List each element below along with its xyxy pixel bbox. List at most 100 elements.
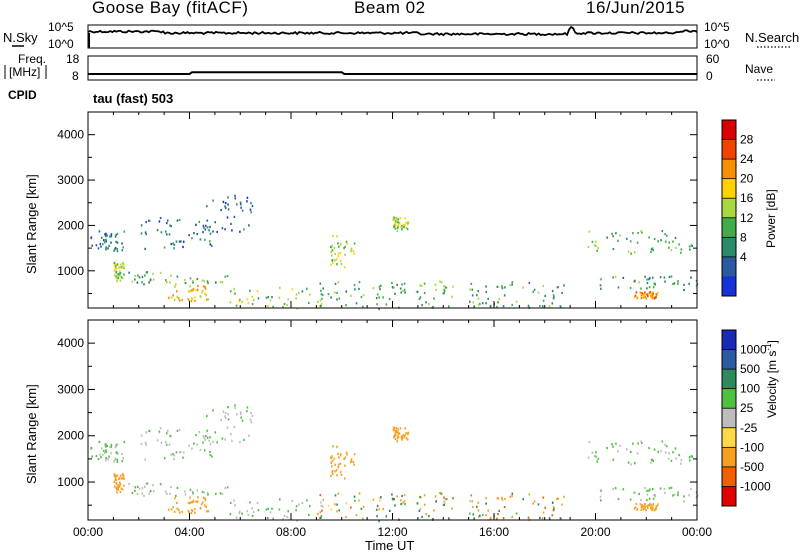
scatter-cell <box>128 482 130 486</box>
scatter-cell <box>683 283 685 286</box>
scatter-cell <box>677 491 679 494</box>
scatter-cell <box>115 478 118 482</box>
scatter-cell <box>664 240 667 243</box>
scatter-cell <box>113 261 116 264</box>
scatter-cell <box>443 501 446 504</box>
scatter-cell <box>654 282 656 286</box>
scatter-cell <box>160 231 163 234</box>
scatter-cell <box>239 230 241 233</box>
scatter-cell <box>105 443 107 446</box>
scatter-cell <box>402 501 404 504</box>
scatter-cell <box>172 242 174 245</box>
scatter-cell <box>331 261 334 264</box>
scatter-cell <box>308 513 310 516</box>
scatter-cell <box>145 482 148 485</box>
scatter-cell <box>397 218 400 221</box>
scatter-cell <box>599 284 602 287</box>
velocity-frame <box>87 319 698 521</box>
scatter-cell <box>330 508 332 511</box>
scatter-cell <box>144 274 146 277</box>
scatter-cell <box>376 505 379 508</box>
scatter-cell <box>149 278 152 281</box>
scatter-cell <box>353 242 356 245</box>
scatter-cell <box>140 442 143 445</box>
scatter-cell <box>593 455 596 458</box>
power-colorbar-swatch <box>722 159 736 180</box>
scatter-cell <box>320 515 323 518</box>
scatter-cell <box>321 293 324 297</box>
scatter-cell <box>421 304 423 307</box>
power-colorbar-tick-label: 20 <box>740 172 754 186</box>
scatter-cell <box>337 492 340 495</box>
scatter-cell <box>249 289 251 292</box>
scatter-cell <box>205 294 207 297</box>
x-tick-label: 08:00 <box>276 525 306 539</box>
scatter-cell <box>246 410 248 413</box>
scatter-cell <box>121 459 124 463</box>
scatter-cell <box>199 295 202 298</box>
scatter-cell <box>404 291 406 294</box>
scatter-cell <box>552 505 555 509</box>
scatter-cell <box>319 299 322 302</box>
scatter-cell <box>180 451 182 454</box>
scatter-cell <box>337 242 339 245</box>
scatter-cell <box>330 296 332 299</box>
scatter-cell <box>443 503 445 506</box>
scatter-cell <box>287 298 289 301</box>
scatter-cell <box>688 456 691 459</box>
scatter-cell <box>393 435 396 438</box>
scatter-cell <box>321 505 324 508</box>
scatter-cell <box>678 243 680 246</box>
scatter-cell <box>283 302 286 306</box>
scatter-cell <box>105 246 107 249</box>
scatter-cell <box>399 499 402 502</box>
scatter-cell <box>654 494 656 497</box>
scatter-cell <box>176 507 179 510</box>
scatter-cell <box>636 241 639 244</box>
scatter-cell <box>644 295 646 298</box>
scatter-cell <box>320 289 322 292</box>
scatter-cell <box>175 494 177 497</box>
scatter-cell <box>664 491 666 495</box>
n-sky-label: N.Sky <box>3 30 38 45</box>
scatter-cell <box>123 273 125 276</box>
scatter-cell <box>208 229 210 232</box>
scatter-cell <box>597 457 600 460</box>
scatter-cell <box>489 304 492 307</box>
scatter-cell <box>109 445 111 449</box>
scatter-cell <box>110 443 113 446</box>
velocity-colorbar-tick-label: 500 <box>740 362 760 376</box>
scatter-cell <box>670 486 673 489</box>
scatter-cell <box>423 503 426 506</box>
scatter-cell <box>167 296 170 299</box>
scatter-cell <box>340 473 343 477</box>
scatter-cell <box>172 294 174 297</box>
scatter-cell <box>664 280 666 283</box>
scatter-cell <box>206 280 209 283</box>
scatter-cell <box>204 438 207 441</box>
scatter-cell <box>295 297 297 300</box>
scatter-cell <box>117 277 120 280</box>
scatter-cell <box>648 236 650 239</box>
scatter-cell <box>629 240 632 243</box>
scatter-cell <box>497 301 499 304</box>
scatter-cell <box>420 496 423 499</box>
scatter-cell <box>425 513 427 516</box>
freq-tick-low: 8 <box>72 69 79 83</box>
scatter-cell <box>375 297 378 300</box>
scatter-cell <box>652 286 655 289</box>
scatter-cell <box>131 492 134 495</box>
scatter-cell <box>146 482 149 485</box>
scatter-cell <box>391 497 394 500</box>
scatter-cell <box>330 474 332 477</box>
scatter-cell <box>418 509 421 512</box>
scatter-cell <box>143 283 145 286</box>
noise-right-tick-high: 10^5 <box>704 20 730 34</box>
scatter-cell <box>670 459 673 462</box>
scatter-cell <box>269 299 272 302</box>
scatter-cell <box>394 219 397 222</box>
scatter-cell <box>148 281 150 284</box>
scatter-cell <box>400 503 402 506</box>
scatter-cell <box>267 305 269 308</box>
